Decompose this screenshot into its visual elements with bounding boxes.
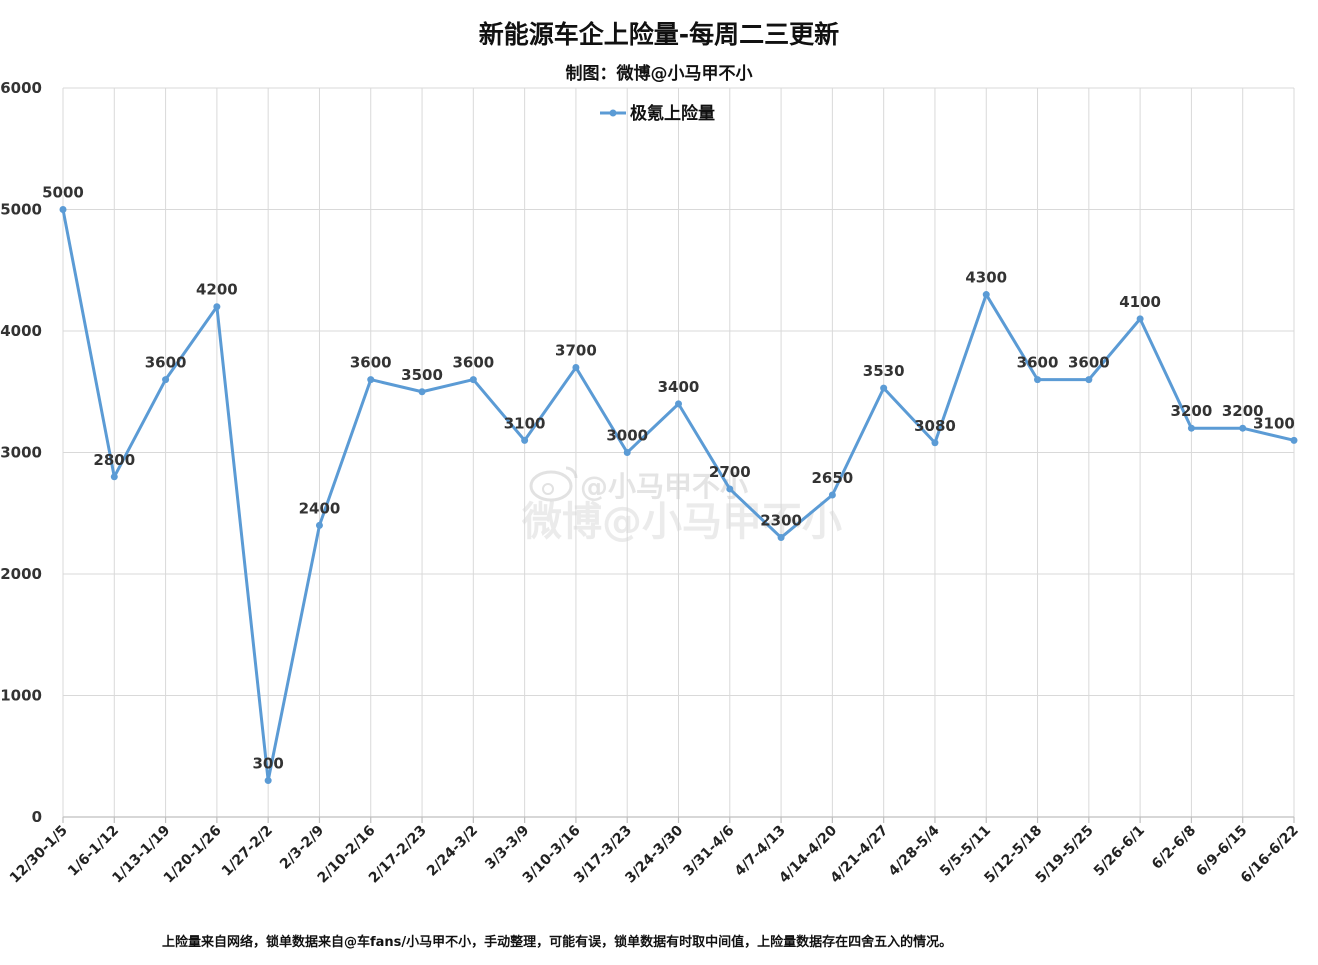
x-tick-label: 6/2-6/8 [1149,823,1199,873]
data-point [59,206,67,213]
data-point [1085,376,1093,384]
data-label: 3530 [863,362,905,380]
x-tick-label: 12/30-1/5 [7,823,71,887]
data-label: 2300 [760,512,802,530]
data-point [572,363,580,371]
data-label: 2400 [299,499,341,517]
data-point [1239,424,1247,432]
data-label: 3000 [606,427,648,445]
data-label: 3400 [658,378,700,396]
data-label: 3600 [1068,354,1110,372]
chart-subtitle: 制图：微博@小马甲不小 [566,63,753,84]
data-point [828,491,836,499]
y-tick-label: 3000 [0,444,42,462]
series-line [59,206,1298,785]
x-tick-label: 4/28-5/4 [886,822,943,879]
legend-entry: 极氪上险量 [630,103,715,124]
data-point [213,303,221,311]
data-label: 3080 [914,417,956,435]
data-label: 3600 [1017,354,1059,372]
data-label: 3600 [145,354,187,372]
data-point [315,521,323,529]
y-tick-label: 6000 [0,79,42,97]
y-tick-label: 4000 [0,322,42,340]
watermark: @小马甲不小 微博@小马甲不小 [521,466,842,545]
y-tick-label: 2000 [0,565,42,583]
data-label: 4200 [196,281,238,299]
data-point [1290,436,1298,444]
data-point [521,436,529,444]
data-label: 300 [253,755,284,773]
x-tick-label: 2/24-3/2 [424,823,481,880]
data-point [264,777,272,785]
weibo-logo-icon [529,466,578,502]
data-point [623,449,631,456]
data-point [726,485,734,493]
data-point [1187,424,1195,432]
x-tick-label: 2/3-2/9 [277,823,327,873]
data-label: 3600 [350,354,392,372]
x-tick-label: 3/3-3/9 [482,823,532,873]
data-label: 2700 [709,463,751,481]
chart-title: 新能源车企上险量-每周二三更新 [479,20,839,49]
data-label: 3200 [1222,402,1264,420]
data-point [162,376,170,384]
data-label: 3500 [401,366,443,384]
y-tick-label: 0 [32,808,42,826]
data-point [367,376,375,384]
data-label: 3100 [1253,414,1295,432]
gridlines [62,87,1295,817]
data-label: 3100 [504,414,546,432]
data-labels: 5000280036004200300240036003500360031003… [42,184,1295,773]
data-point [418,388,426,396]
data-label: 5000 [42,184,84,202]
data-label: 4300 [965,269,1007,287]
data-point [880,384,888,392]
x-tick-label: 5/26-6/1 [1091,823,1148,880]
data-point [931,439,939,447]
data-point [1136,315,1144,323]
x-tick-label: 1/27-2/2 [219,823,276,880]
data-label: 3600 [452,354,494,372]
data-label: 3200 [1171,402,1213,420]
data-label: 2650 [812,469,854,487]
data-point [675,400,682,408]
data-point [469,376,477,384]
y-tick-label: 5000 [0,201,42,219]
watermark-line-2: 微博@小马甲不小 [521,499,842,545]
footnote: 上险量来自网络，锁单数据来自@车fans/小马甲不小，手动整理，可能有误，锁单数… [162,934,952,950]
data-label: 4100 [1119,293,1161,311]
data-point [982,291,990,299]
data-point [110,473,118,481]
legend-marker [609,109,617,117]
data-point [777,534,785,542]
data-label: 2800 [93,451,135,469]
data-point [1034,376,1042,384]
legend: 极氪上险量 [600,103,715,124]
data-label: 3700 [555,341,597,359]
y-tick-label: 1000 [0,687,42,705]
x-tick-label: 3/31-4/6 [681,823,738,880]
